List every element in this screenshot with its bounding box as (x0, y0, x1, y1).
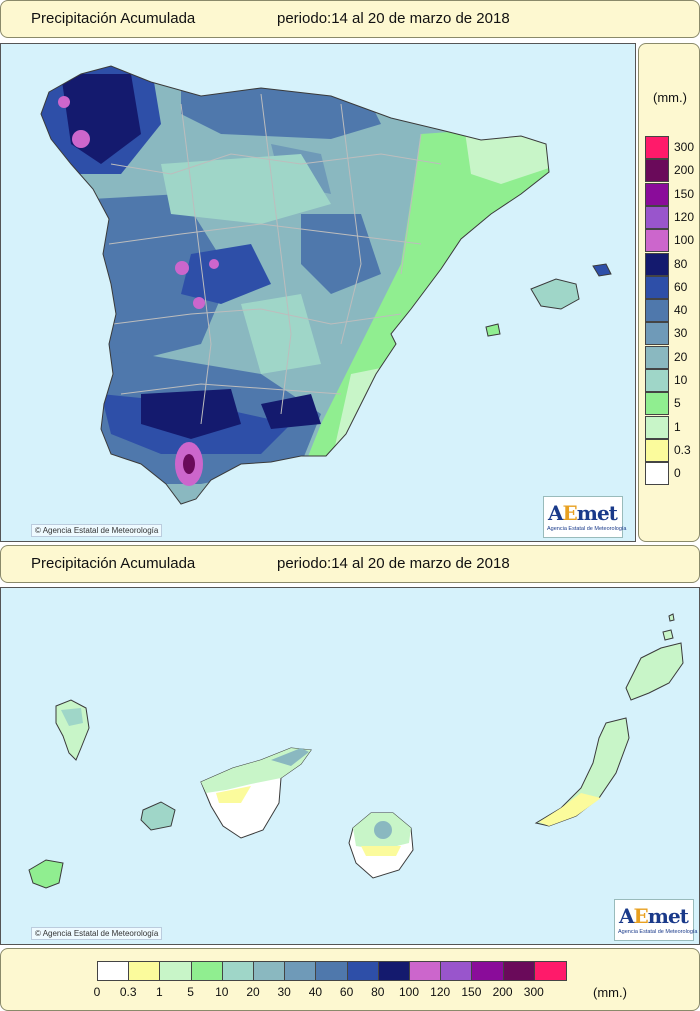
menorca-island (592, 263, 612, 277)
hlegend-swatch-100 (409, 961, 442, 981)
hlegend-swatch-120 (440, 961, 474, 981)
hlegend-swatch-300 (533, 961, 567, 981)
legend-label-120: 120 (674, 209, 695, 224)
legend-label-40: 40 (674, 303, 688, 318)
hlegend-swatch-40 (315, 961, 349, 981)
hlegend-swatch-60 (346, 961, 380, 981)
legend-label-100: 100 (674, 233, 695, 248)
legend-swatch-30 (645, 322, 669, 346)
hlegend-label-150: 150 (461, 985, 482, 999)
hlegend-label-30: 30 (277, 985, 291, 999)
hlegend-swatch-0 (97, 961, 130, 981)
canary-aemet-logo-subtitle: Agencia Estatal de Meteorología (618, 929, 698, 935)
hlegend-label-80: 80 (371, 985, 385, 999)
hlegend-swatch-10 (221, 961, 255, 981)
hlegend-label-20: 20 (246, 985, 260, 999)
legend-swatch-60 (645, 275, 669, 299)
hlegend-swatch-20 (253, 961, 286, 981)
legend-swatch-80 (645, 252, 669, 276)
legend-label-1: 1 (674, 419, 681, 434)
legend-label-10: 10 (674, 373, 688, 387)
canary-map: © Agencia Estatal de Meteorología AEmet … (0, 587, 700, 945)
canary-copyright-notice: © Agencia Estatal de Meteorología (31, 927, 163, 940)
aemet-logo: AEmet Agencia Estatal de Meteorología (543, 496, 627, 538)
hlegend-label-10: 10 (215, 985, 229, 999)
hlegend-swatch-5 (190, 961, 224, 981)
legend-swatch-0.3 (645, 438, 669, 462)
hlegend-swatch-150 (471, 961, 505, 981)
hlegend-label-200: 200 (492, 985, 513, 999)
hlegend-swatch-200 (502, 961, 536, 981)
horizontal-legend: (mm.) 0 0.3 1 5 10 20 30 40 60 80 100 120 150 200 300 (0, 948, 700, 1011)
canary-copyright-icon: © (35, 929, 41, 938)
legend-label-5: 5 (674, 396, 681, 411)
hlegend-swatch-30 (284, 961, 318, 981)
legend-swatch-40 (645, 299, 669, 323)
canary-copyright-agency: Agencia Estatal de Meteorología (42, 929, 159, 938)
hlegend-label-300: 300 (523, 985, 544, 999)
hlegend-label-120: 120 (430, 985, 451, 999)
legend-label-80: 80 (674, 256, 688, 271)
hlegend-label-0.3: 0.3 (119, 985, 137, 999)
hlegend-label-0: 0 (93, 985, 101, 999)
islet-north-2 (662, 629, 674, 641)
legend-unit: (mm.) (653, 90, 687, 105)
legend-swatch-150 (645, 182, 669, 206)
peninsula-title-bar: Precipitación Acumulada periodo:14 al 20… (0, 0, 700, 38)
islet-north-1 (668, 613, 675, 622)
hlegend-swatch-0.3 (128, 961, 162, 981)
canary-map-title: Precipitación Acumulada (31, 555, 196, 572)
copyright-notice: © Agencia Estatal de Meteorología (31, 524, 163, 537)
canary-title-bar: Precipitación Acumulada periodo:14 al 20… (0, 545, 700, 583)
legend-label-300: 300 (674, 140, 695, 154)
horizontal-legend-unit: (mm.) (593, 985, 627, 1000)
aemet-logo-subtitle: Agencia Estatal de Meteorología (547, 526, 627, 532)
ibiza-island (485, 323, 501, 337)
legend-swatch-10 (645, 369, 669, 392)
hlegend-swatch-80 (377, 961, 411, 981)
legend-swatch-20 (645, 345, 669, 369)
legend-swatch-1 (645, 415, 669, 439)
legend-swatch-300 (645, 136, 669, 159)
canary-map-period: periodo:14 al 20 de marzo de 2018 (277, 555, 510, 572)
map-title: Precipitación Acumulada (31, 10, 196, 27)
vertical-legend: (mm.) 300 200 150 120 100 80 60 40 30 20 10 5 1 0.3 0 (638, 43, 700, 542)
map-period: periodo:14 al 20 de marzo de 2018 (277, 10, 510, 27)
copyright-agency: Agencia Estatal de Meteorología (42, 526, 159, 535)
hlegend-label-100: 100 (398, 985, 420, 999)
hlegend-label-60: 60 (339, 985, 354, 999)
hlegend-label-1: 1 (156, 985, 163, 999)
legend-label-60: 60 (674, 279, 688, 294)
hlegend-swatch-1 (159, 961, 193, 981)
legend-label-20: 20 (674, 349, 688, 364)
peninsula-map-drawing (40, 65, 612, 505)
canary-aemet-logo: AEmet Agencia Estatal de Meteorología (614, 899, 698, 941)
copyright-icon: © (35, 526, 41, 535)
legend-swatch-0 (645, 462, 669, 486)
legend-label-0: 0 (674, 466, 681, 481)
legend-label-0.3: 0.3 (674, 442, 691, 457)
legend-label-200: 200 (674, 163, 695, 178)
legend-swatch-5 (645, 392, 669, 416)
legend-swatch-200 (645, 159, 669, 183)
legend-swatch-100 (645, 229, 669, 253)
peninsula-map: © Agencia Estatal de Meteorología AEmet … (0, 43, 636, 542)
legend-swatch-120 (645, 205, 669, 229)
legend-label-30: 30 (674, 326, 688, 341)
lanzarote-island (625, 642, 684, 701)
mallorca-island (530, 278, 580, 310)
hlegend-label-40: 40 (308, 985, 323, 999)
el-hierro-island (28, 859, 64, 889)
legend-label-150: 150 (674, 186, 695, 201)
hlegend-label-5: 5 (187, 985, 194, 999)
la-gomera-island (140, 801, 176, 831)
canary-map-drawing (28, 613, 684, 889)
